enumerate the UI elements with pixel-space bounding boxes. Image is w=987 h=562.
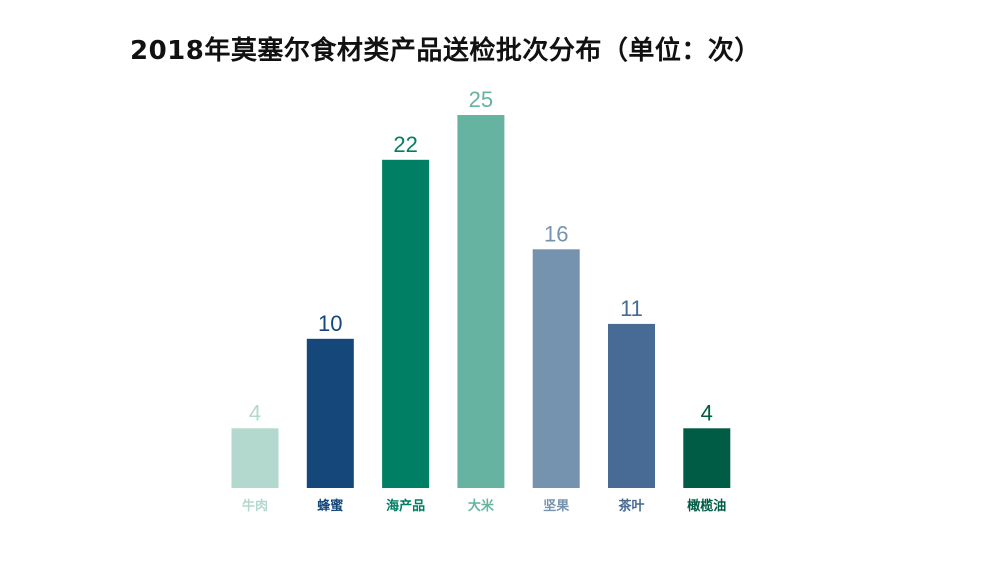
bar-0 [231, 428, 279, 488]
bar-6 [683, 428, 731, 488]
bar-5 [608, 323, 655, 488]
bar-4 [532, 249, 580, 488]
data-label-1: 10 [318, 311, 342, 336]
chart-title: 2018年莫塞尔食材类产品送检批次分布（单位：次） [130, 36, 761, 66]
data-label-5: 11 [620, 296, 643, 321]
category-label-2: 海产品 [386, 498, 425, 514]
category-label-5: 茶叶 [618, 498, 644, 514]
category-label-4: 坚果 [543, 499, 569, 514]
data-label-2: 22 [393, 132, 417, 157]
bar-3 [457, 115, 505, 488]
bar-2 [382, 159, 430, 489]
data-label-4: 16 [544, 221, 568, 246]
category-label-6: 橄榄油 [687, 498, 726, 514]
data-label-0: 4 [249, 400, 261, 425]
bar-1 [306, 338, 354, 488]
category-label-0: 牛肉 [242, 498, 268, 514]
category-label-3: 大米 [468, 498, 495, 514]
category-label-1: 蜂蜜 [317, 498, 343, 514]
data-label-6: 4 [701, 400, 713, 425]
data-label-3: 25 [469, 87, 493, 112]
